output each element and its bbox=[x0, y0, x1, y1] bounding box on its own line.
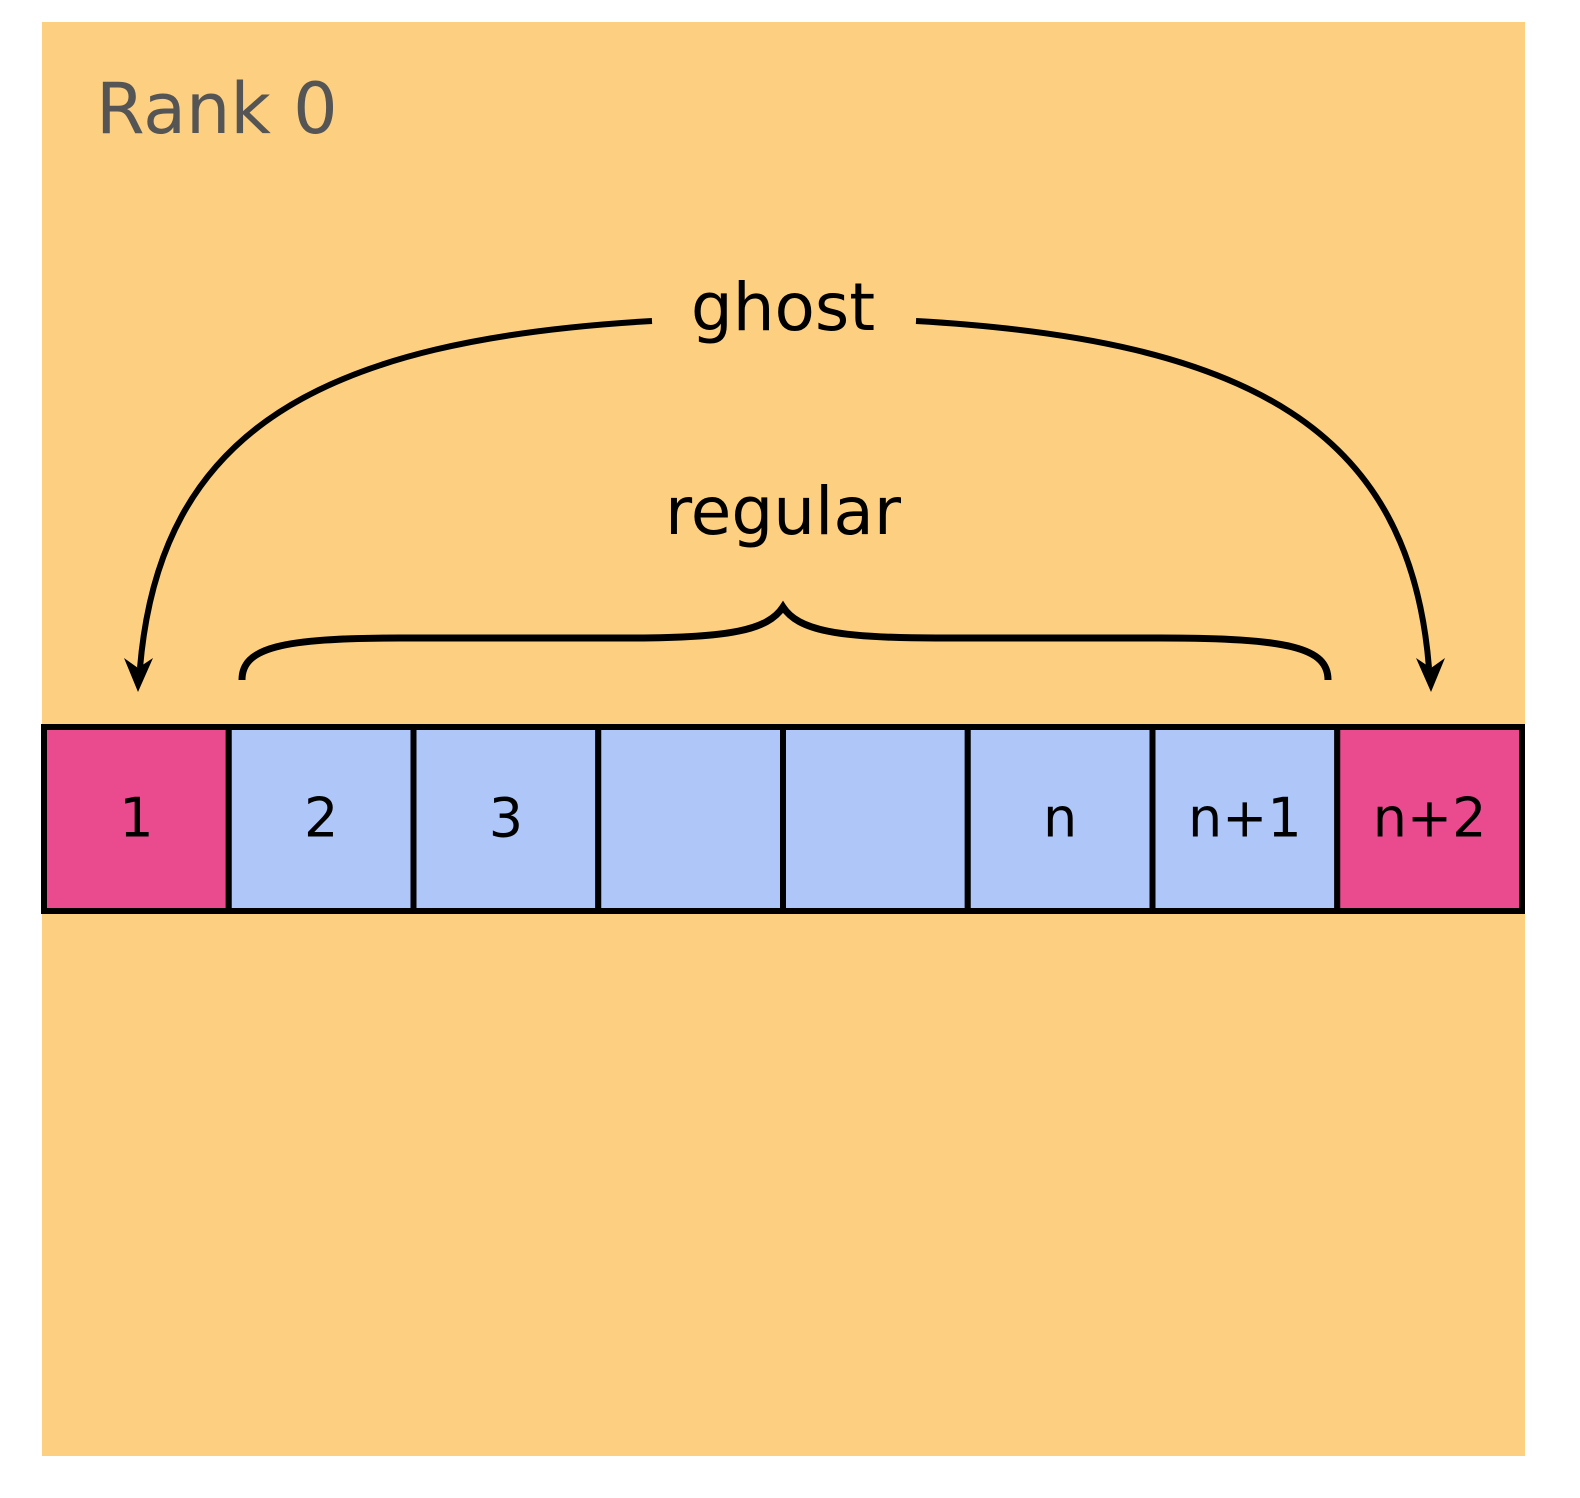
cell-label: n+1 bbox=[1188, 787, 1302, 850]
cell-label: n+2 bbox=[1373, 787, 1487, 850]
regular-brace bbox=[238, 600, 1332, 681]
cell bbox=[1334, 724, 1525, 914]
arrow-head bbox=[124, 658, 153, 692]
cell bbox=[595, 724, 786, 914]
ghost-label: ghost bbox=[691, 269, 875, 346]
regular-label: regular bbox=[665, 473, 902, 550]
cell-label: n bbox=[1043, 787, 1077, 850]
cell-label: 2 bbox=[304, 787, 338, 850]
cell bbox=[225, 724, 417, 914]
arrow-head bbox=[1416, 658, 1445, 692]
rank-title: Rank 0 bbox=[96, 68, 338, 150]
cell bbox=[780, 724, 971, 914]
cell-row: 1 2 3 n n+1 n+2 bbox=[41, 724, 1525, 914]
ghost-arrow-left bbox=[137, 318, 653, 669]
cell-label: 3 bbox=[489, 787, 523, 850]
cell bbox=[41, 724, 232, 914]
cell-label: 1 bbox=[119, 787, 153, 850]
ghost-arrow-right bbox=[915, 318, 1432, 669]
